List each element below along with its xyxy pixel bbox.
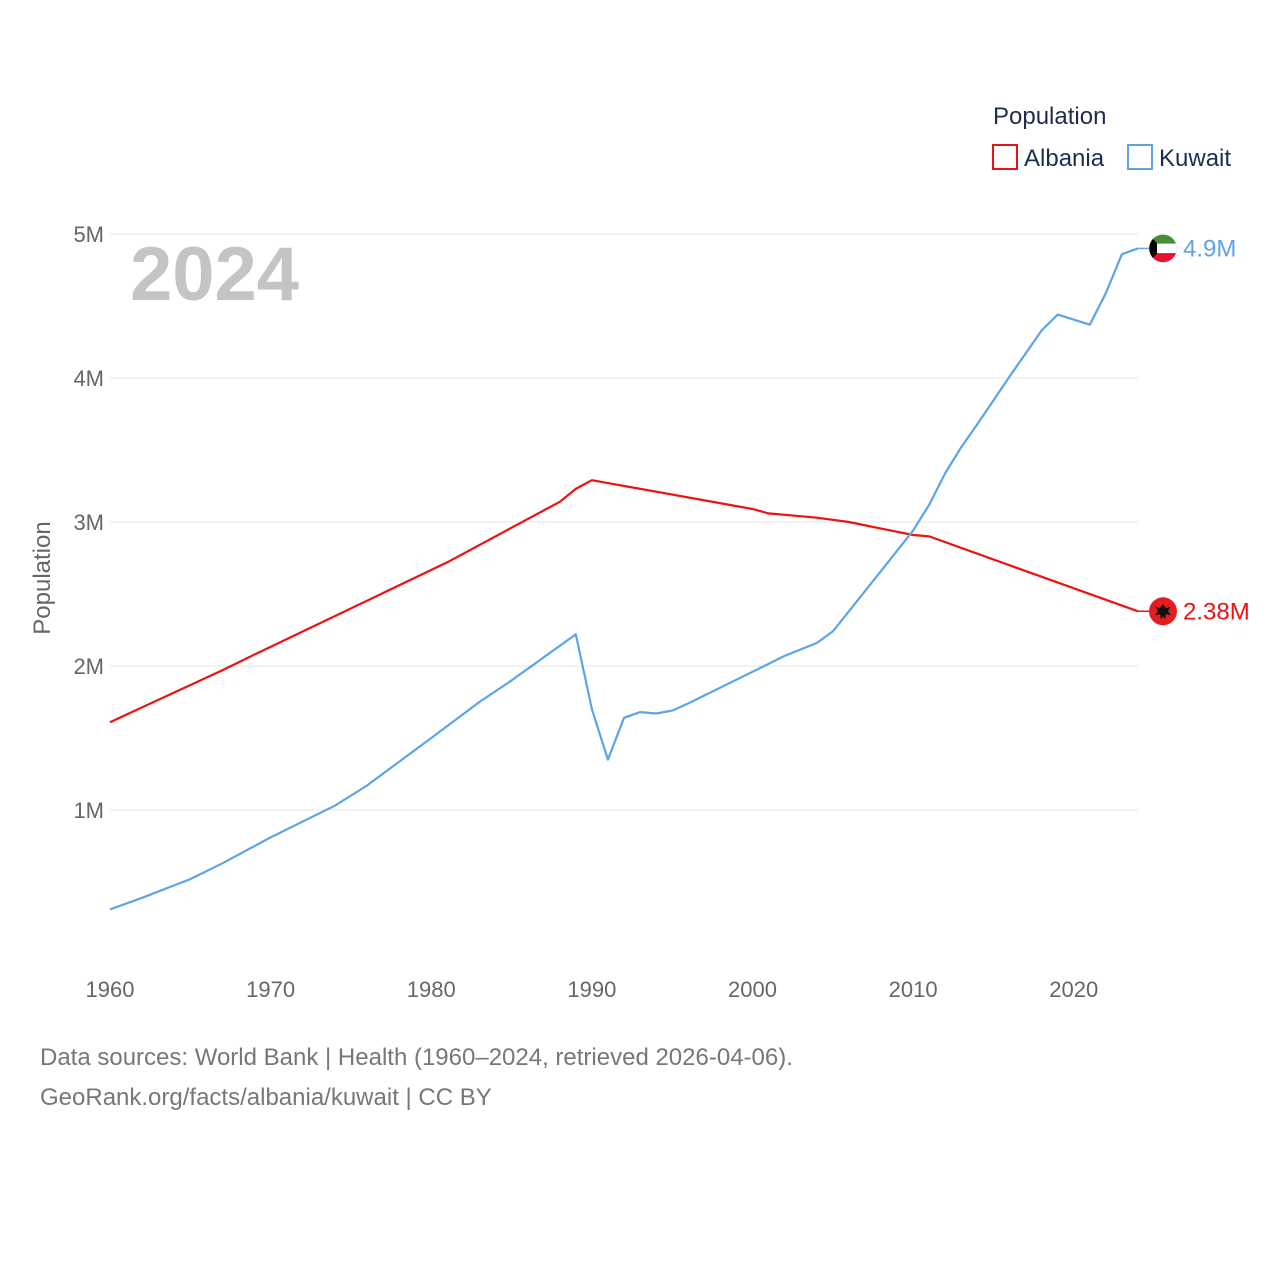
- kuwait-series-line: [109, 247, 1139, 911]
- albania-series-line: [109, 479, 1139, 724]
- source-url: GeoRank.org/facts/albania/kuwait | CC BY: [40, 1084, 492, 1111]
- y-tick-label: 1M: [73, 798, 104, 823]
- x-tick-label: 1960: [86, 977, 135, 1002]
- year-label: 2024: [130, 232, 299, 317]
- legend-albania-swatch: [992, 144, 1018, 170]
- legend-albania-label: Albania: [1024, 145, 1105, 172]
- y-axis-label: Population: [29, 521, 56, 634]
- kuwait-end-label: 4.9M: [1183, 235, 1236, 262]
- legend: Population Albania Kuwait: [992, 103, 1231, 172]
- x-tick-label: 1980: [407, 977, 456, 1002]
- legend-title: Population: [993, 103, 1106, 130]
- albania-end-label: 2.38M: [1183, 598, 1250, 625]
- x-tick-label: 1990: [567, 977, 616, 1002]
- x-axis-ticks: 1960 1970 1980 1990 2000 2010 2020: [86, 977, 1099, 1002]
- gridlines: [110, 233, 1138, 811]
- data-source-note: Data sources: World Bank | Health (1960–…: [40, 1044, 793, 1071]
- x-tick-label: 2010: [889, 977, 938, 1002]
- y-axis-ticks: 1M 2M 3M 4M 5M: [73, 222, 104, 823]
- y-tick-label: 2M: [73, 654, 104, 679]
- legend-kuwait-label: Kuwait: [1159, 145, 1231, 172]
- kuwait-flag-icon: [1148, 234, 1178, 263]
- x-tick-label: 1970: [246, 977, 295, 1002]
- x-tick-label: 2020: [1049, 977, 1098, 1002]
- y-tick-label: 3M: [73, 510, 104, 535]
- legend-kuwait-swatch: [1127, 144, 1153, 170]
- y-tick-label: 5M: [73, 222, 104, 247]
- x-tick-label: 2000: [728, 977, 777, 1002]
- y-tick-label: 4M: [73, 366, 104, 391]
- albania-flag-icon: [1149, 597, 1177, 626]
